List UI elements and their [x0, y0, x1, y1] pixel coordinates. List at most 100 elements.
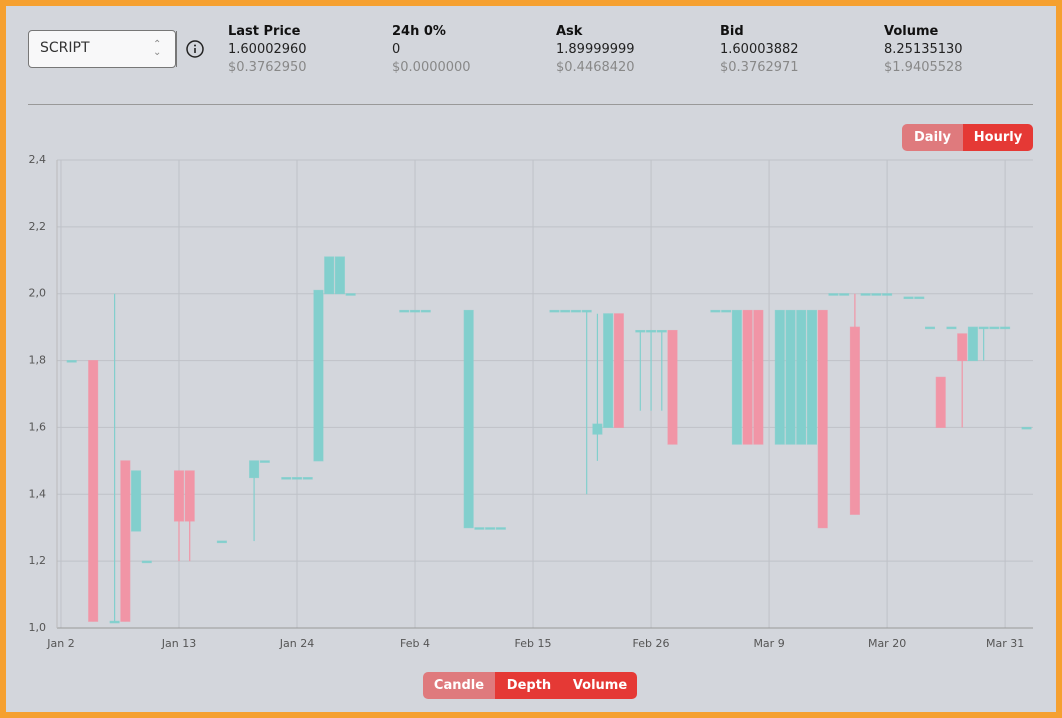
candle-body	[603, 313, 614, 428]
candle-body	[485, 527, 496, 530]
candle-body	[989, 326, 1000, 330]
candle-body	[570, 309, 581, 313]
y-tick-label: 1,0	[29, 621, 47, 634]
candle-body	[957, 333, 968, 362]
candle-body	[592, 423, 603, 435]
x-tick-label: Mar 20	[868, 637, 906, 650]
candle-body	[581, 309, 592, 313]
candle-body	[839, 293, 850, 296]
candle-body	[882, 293, 893, 296]
candle-body	[635, 329, 646, 333]
candle-body	[249, 460, 260, 479]
stat-value: 1.60003882	[720, 42, 799, 57]
view-button[interactable]: Candle	[423, 672, 495, 699]
candle-body	[613, 313, 624, 428]
y-tick-label: 1,8	[29, 354, 47, 367]
view-buttons: Candle Depth Volume	[423, 672, 637, 699]
candle-body	[731, 309, 742, 445]
period-button[interactable]: Hourly	[963, 124, 1033, 151]
stat-label: Ask	[556, 24, 583, 39]
candle-body	[860, 293, 871, 296]
candle-body	[420, 309, 431, 313]
candle-body	[903, 296, 914, 300]
candle-body	[302, 477, 313, 480]
candle-body	[173, 470, 184, 522]
candle-body	[914, 296, 925, 300]
stat-usd: $0.3762950	[228, 60, 307, 75]
candle-body	[120, 460, 131, 622]
candle-body	[946, 326, 957, 330]
candle-body	[324, 256, 335, 295]
y-tick-label: 1,4	[29, 487, 47, 500]
period-button[interactable]: Daily	[902, 124, 963, 151]
candle-body	[184, 470, 195, 522]
candle-body	[1021, 426, 1032, 430]
candle-body	[710, 309, 721, 313]
candle-body	[399, 309, 410, 313]
y-tick-label: 2,0	[29, 287, 47, 300]
stat-label: Last Price	[228, 24, 301, 39]
info-icon	[186, 40, 204, 58]
stat-usd: $0.0000000	[392, 60, 471, 75]
candle-body	[742, 309, 753, 445]
x-tick-label: Jan 13	[161, 637, 196, 650]
period-buttons: Daily Hourly	[902, 124, 1033, 151]
candle-body	[474, 527, 485, 530]
selector-text: SCRIPT	[40, 40, 90, 56]
stat-value: 8.25135130	[884, 42, 963, 57]
candle-body	[849, 326, 860, 515]
candle-body	[871, 293, 882, 296]
candle-body	[334, 256, 345, 295]
info-button[interactable]	[176, 31, 213, 67]
candle-body	[345, 293, 356, 296]
selector-arrows: ⌃ ⌄	[153, 39, 162, 58]
candle-body	[216, 540, 227, 544]
candle-body	[646, 329, 657, 333]
candle-body	[141, 560, 152, 564]
x-tick-label: Mar 9	[753, 637, 784, 650]
stat-usd: $0.3762971	[720, 60, 799, 75]
candle-body	[495, 527, 506, 530]
x-tick-label: Feb 15	[515, 637, 552, 650]
candle-body	[656, 329, 667, 333]
candle-body	[817, 309, 828, 529]
divider	[28, 104, 1033, 105]
candle-body	[753, 309, 764, 445]
candle-body	[828, 293, 839, 296]
x-tick-label: Jan 2	[46, 637, 74, 650]
stat-value: 1.89999999	[556, 42, 635, 57]
candle-body	[785, 309, 796, 445]
candle-body	[463, 309, 474, 529]
candle-body	[925, 326, 936, 330]
candle-body	[667, 329, 678, 445]
stat-usd: $1.9405528	[884, 60, 963, 75]
candle-body	[967, 326, 978, 362]
view-button[interactable]: Depth	[495, 672, 563, 699]
candle-body	[978, 326, 989, 330]
stat: Ask 1.89999999 $0.4468420	[556, 23, 635, 77]
y-tick-label: 1,2	[29, 554, 47, 567]
candle-body	[66, 360, 77, 363]
x-tick-label: Feb 26	[633, 637, 670, 650]
x-tick-label: Jan 24	[279, 637, 314, 650]
view-button[interactable]: Volume	[563, 672, 637, 699]
candle-body	[1000, 326, 1011, 330]
y-tick-label: 1,6	[29, 420, 47, 433]
candle-body	[109, 620, 120, 624]
candle-body	[281, 477, 292, 480]
y-tick-label: 2,4	[29, 153, 47, 166]
y-tick-label: 2,2	[29, 220, 47, 233]
x-tick-label: Feb 4	[400, 637, 430, 650]
candle-body	[259, 460, 270, 463]
stat-usd: $0.4468420	[556, 60, 635, 75]
candle-body	[313, 289, 324, 462]
candle-body	[560, 309, 571, 313]
stat-value: 0	[392, 42, 401, 57]
stat: Volume 8.25135130 $1.9405528	[884, 23, 963, 77]
stat-label: Bid	[720, 24, 744, 39]
candle-body	[935, 376, 946, 428]
candle-body	[88, 360, 99, 622]
script-selector[interactable]: SCRIPT ⌃ ⌄	[28, 30, 204, 68]
